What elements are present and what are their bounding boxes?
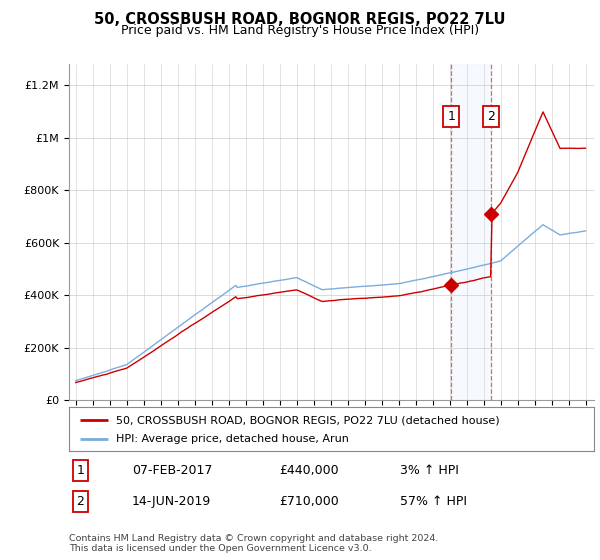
Text: £710,000: £710,000	[279, 495, 339, 508]
Text: 50, CROSSBUSH ROAD, BOGNOR REGIS, PO22 7LU (detached house): 50, CROSSBUSH ROAD, BOGNOR REGIS, PO22 7…	[116, 415, 500, 425]
Text: 07-FEB-2017: 07-FEB-2017	[132, 464, 212, 478]
Text: HPI: Average price, detached house, Arun: HPI: Average price, detached house, Arun	[116, 433, 349, 444]
Text: Contains HM Land Registry data © Crown copyright and database right 2024.
This d: Contains HM Land Registry data © Crown c…	[69, 534, 439, 553]
Text: Price paid vs. HM Land Registry's House Price Index (HPI): Price paid vs. HM Land Registry's House …	[121, 24, 479, 37]
Text: 1: 1	[77, 464, 85, 478]
Bar	[451, 64, 491, 400]
Text: 50, CROSSBUSH ROAD, BOGNOR REGIS, PO22 7LU: 50, CROSSBUSH ROAD, BOGNOR REGIS, PO22 7…	[94, 12, 506, 27]
Text: 1: 1	[448, 110, 455, 123]
Text: 2: 2	[77, 495, 85, 508]
Text: £440,000: £440,000	[279, 464, 338, 478]
Text: 14-JUN-2019: 14-JUN-2019	[132, 495, 211, 508]
Text: 57% ↑ HPI: 57% ↑ HPI	[400, 495, 467, 508]
Text: 2: 2	[487, 110, 495, 123]
Text: 3% ↑ HPI: 3% ↑ HPI	[400, 464, 458, 478]
